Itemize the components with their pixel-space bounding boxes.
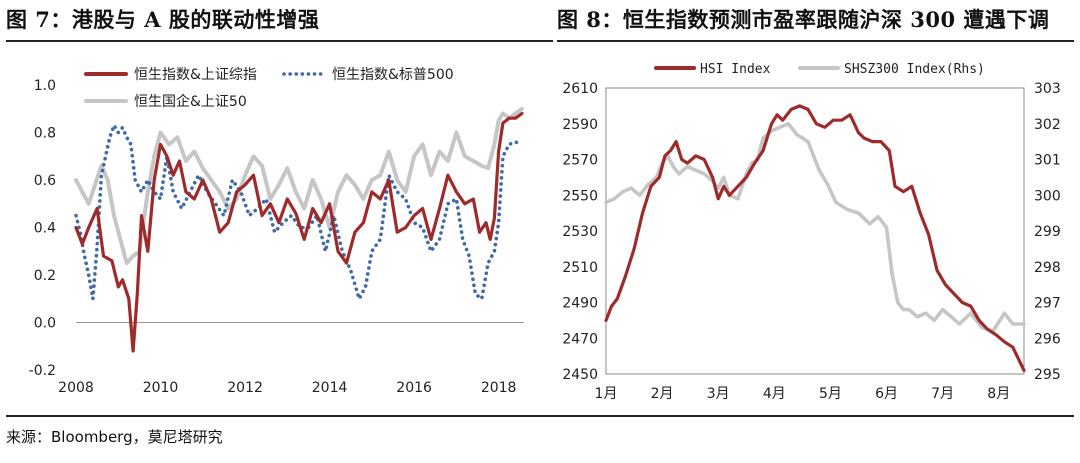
left-legend-label: 恒生国企&上证50 bbox=[134, 93, 247, 110]
right-y-tick-label: 2470 bbox=[562, 331, 598, 347]
left-title-rule bbox=[6, 40, 553, 42]
right-y2-tick-label: 297 bbox=[1034, 296, 1061, 312]
left-series-line-0 bbox=[74, 111, 524, 353]
left-y-tick-label: 0.6 bbox=[34, 173, 56, 189]
right-legend-label: HSI Index bbox=[700, 62, 771, 77]
right-x-tick-label: 8月 bbox=[987, 386, 1010, 402]
right-y-tick-label: 2590 bbox=[562, 117, 598, 133]
right-y-tick-label: 2490 bbox=[562, 296, 598, 312]
left-y-tick-label: 1.0 bbox=[34, 78, 56, 94]
right-y2-tick-label: 300 bbox=[1034, 188, 1061, 204]
right-x-tick-label: 5月 bbox=[819, 386, 842, 402]
right-plot-frame bbox=[605, 87, 1025, 375]
right-y2-tick-label: 296 bbox=[1034, 331, 1061, 347]
left-x-tick-label: 2010 bbox=[143, 380, 179, 396]
right-legend-label: SHSZ300 Index(Rhs) bbox=[844, 62, 985, 77]
right-x-tick-label: 3月 bbox=[707, 386, 730, 402]
right-y-tick-label: 2550 bbox=[562, 188, 598, 204]
pe-line-chart: 2610 2590 2570 2550 2530 2510 2490 2470 2450 303… bbox=[562, 62, 1061, 402]
left-figure-title: 图 7：港股与 A 股的联动性增强 bbox=[6, 7, 320, 32]
left-x-tick-label: 2008 bbox=[58, 380, 94, 396]
left-series-line-1 bbox=[74, 123, 524, 301]
right-y2-tick-label: 303 bbox=[1034, 81, 1061, 97]
right-y-tick-label: 2450 bbox=[562, 367, 598, 383]
right-x-tick-label: 6月 bbox=[875, 386, 898, 402]
left-y-tick-label: 0.2 bbox=[34, 268, 56, 284]
left-legend-label: 恒生指数&标普500 bbox=[332, 67, 454, 83]
left-y-tick-label: 0.0 bbox=[34, 316, 56, 332]
correlation-line-chart: 1.0 0.8 0.6 0.4 0.2 0.0 -0.2 2008 2010 2012 2014 2… bbox=[29, 67, 524, 396]
right-y2-tick-label: 302 bbox=[1034, 117, 1061, 133]
left-y-tick-label: 0.8 bbox=[34, 126, 56, 142]
right-x-tick-label: 1月 bbox=[595, 386, 618, 402]
right-x-tick-label: 4月 bbox=[763, 386, 786, 402]
right-figure-title: 图 8：恒生指数预测市盈率跟随沪深 300 遭遇下调 bbox=[557, 7, 1050, 32]
left-series-line-2 bbox=[74, 106, 524, 266]
left-y-tick-label: -0.2 bbox=[29, 363, 56, 379]
right-y2-tick-label: 298 bbox=[1034, 260, 1061, 276]
right-y2-tick-label: 299 bbox=[1034, 224, 1061, 240]
footer-rule bbox=[6, 415, 1074, 417]
right-y2-tick-label: 295 bbox=[1034, 367, 1061, 383]
right-y-tick-label: 2610 bbox=[562, 81, 598, 97]
left-x-tick-label: 2014 bbox=[312, 380, 348, 396]
right-series-line-1 bbox=[604, 122, 1026, 333]
right-title-rule bbox=[557, 40, 1074, 42]
right-y-tick-label: 2510 bbox=[562, 260, 598, 276]
right-y2-tick-label: 301 bbox=[1034, 153, 1061, 169]
right-y-tick-label: 2570 bbox=[562, 153, 598, 169]
right-x-tick-label: 2月 bbox=[651, 386, 674, 402]
left-x-tick-label: 2012 bbox=[227, 380, 263, 396]
right-series-line-0 bbox=[604, 104, 1026, 372]
left-x-tick-label: 2018 bbox=[481, 380, 517, 396]
right-x-tick-label: 7月 bbox=[931, 386, 954, 402]
source-note: 来源：Bloomberg，莫尼塔研究 bbox=[6, 428, 223, 446]
left-x-tick-label: 2016 bbox=[396, 380, 432, 396]
left-y-tick-label: 0.4 bbox=[34, 221, 56, 237]
right-y-tick-label: 2530 bbox=[562, 224, 598, 240]
left-legend-label: 恒生指数&上证综指 bbox=[134, 67, 257, 83]
